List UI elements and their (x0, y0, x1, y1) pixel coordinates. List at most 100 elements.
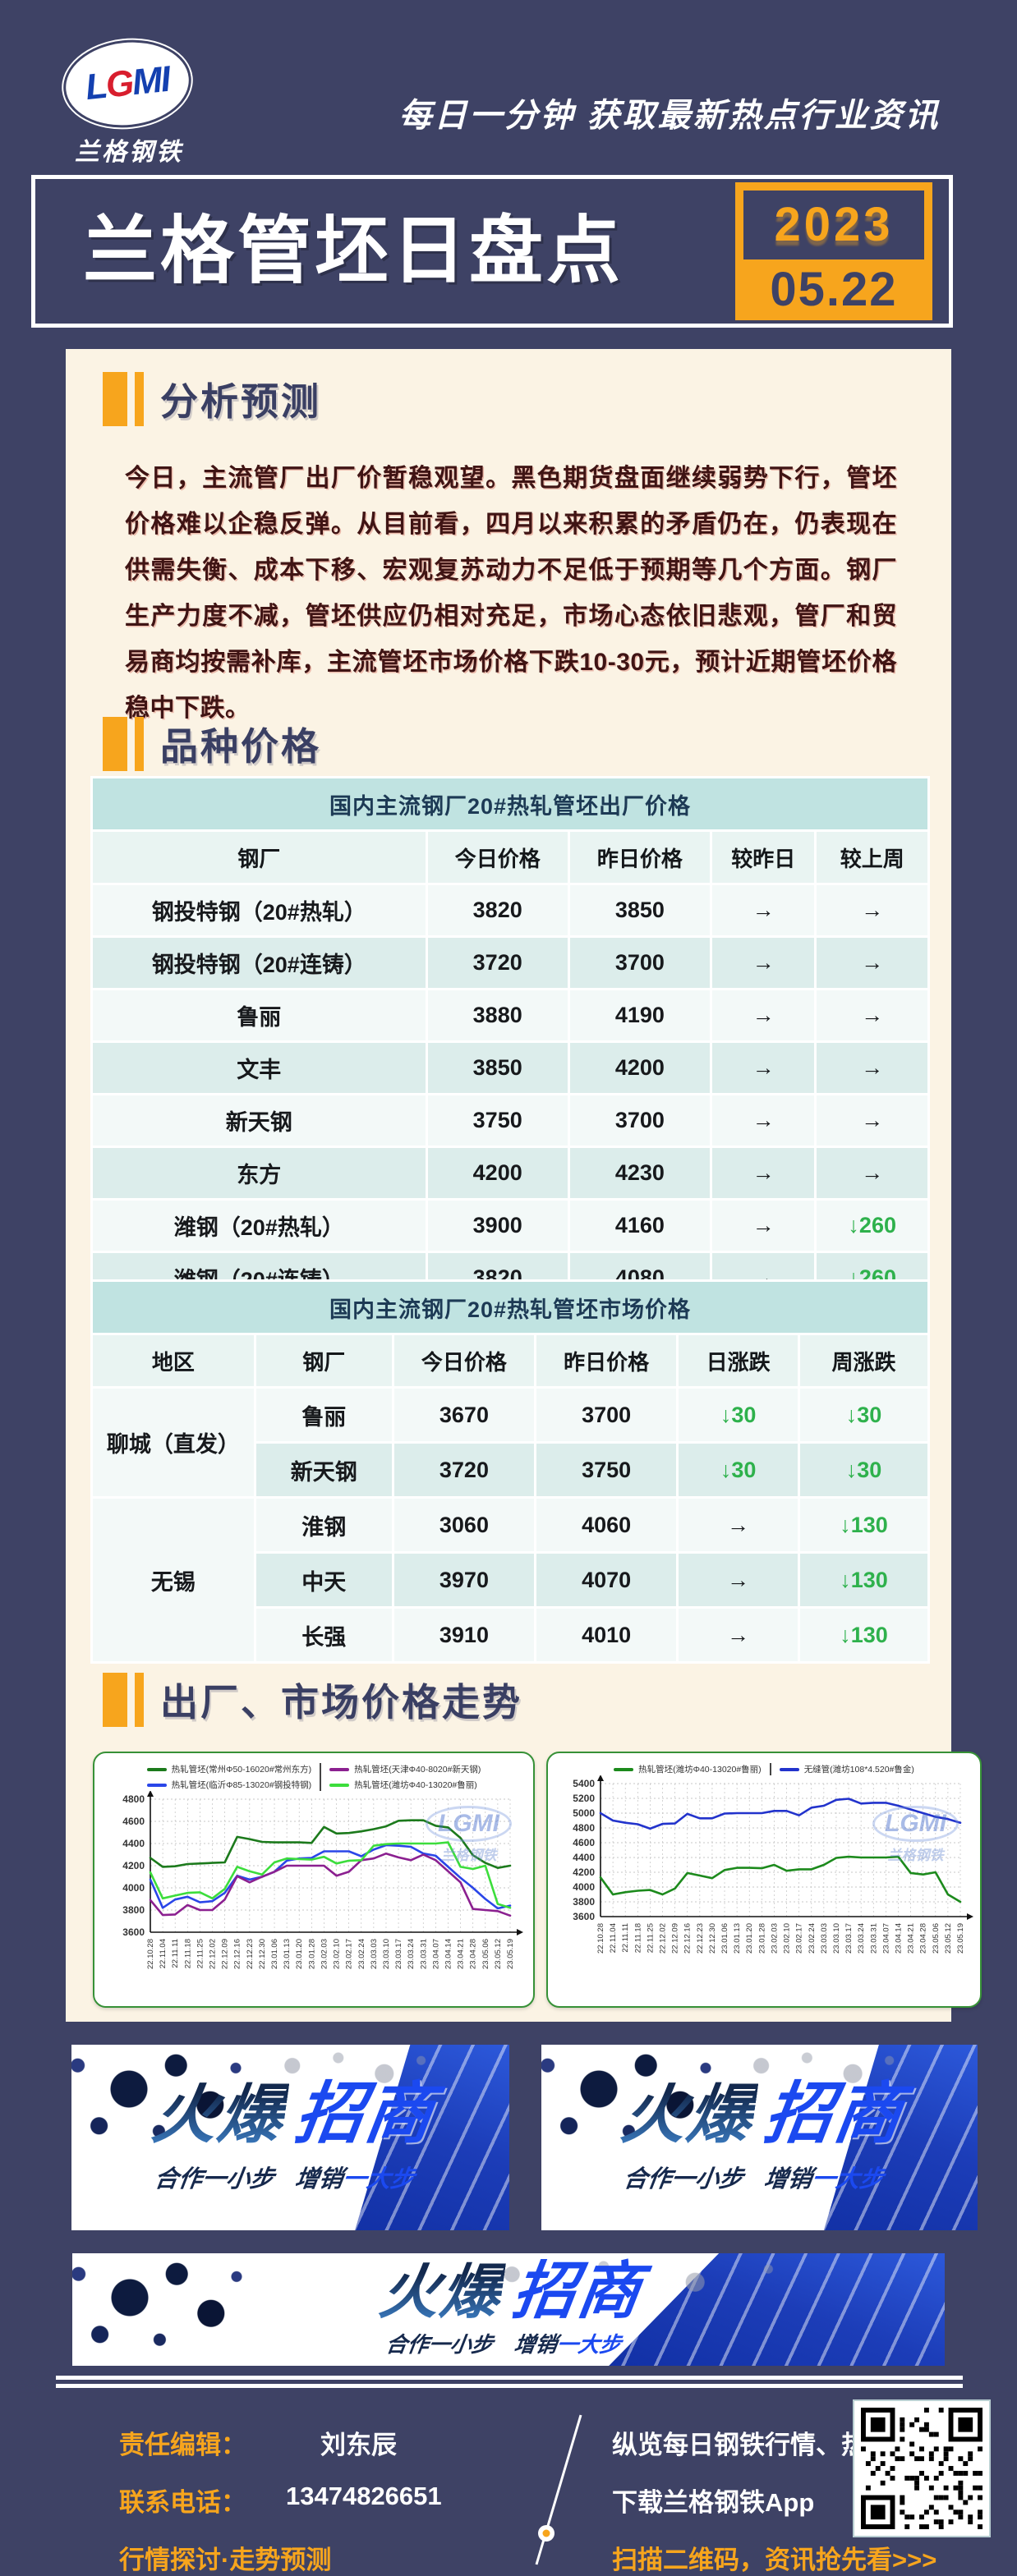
table-cell: 较昨日 (710, 829, 817, 885)
phone-number: 13474826651 (286, 2482, 442, 2510)
section-heading-prices: 品种价格 (103, 717, 321, 771)
svg-text:5000: 5000 (573, 1807, 595, 1819)
svg-text:5200: 5200 (573, 1793, 595, 1804)
svg-text:3600: 3600 (122, 1926, 145, 1938)
factory-price-table: 国内主流钢厂20#热轧管坯出厂价格 钢厂 今日价格 昨日价格 较昨日 较上周 钢投特钢（… (90, 776, 930, 1306)
date-day: 05.22 (770, 263, 898, 316)
table-cell: 3910 (391, 1606, 537, 1664)
svg-text:23.04.14: 23.04.14 (444, 1939, 453, 1969)
svg-text:23.02.17: 23.02.17 (795, 1923, 804, 1954)
table-cell: → (814, 1146, 930, 1201)
legend-item: 热轧管坯(天津Φ40-8020#新天钢) (329, 1763, 481, 1775)
svg-text:4600: 4600 (573, 1837, 595, 1848)
svg-text:23.05.06: 23.05.06 (932, 1923, 941, 1954)
table-cell: 钢投特钢（20#连铸） (90, 935, 428, 990)
svg-text:3800: 3800 (122, 1904, 145, 1916)
svg-text:23.05.12: 23.05.12 (944, 1923, 953, 1954)
table-cell: → (814, 1040, 930, 1095)
section-bars-icon (103, 1673, 144, 1727)
svg-text:22.12.16: 22.12.16 (233, 1939, 242, 1969)
table-title: 国内主流钢厂20#热轧管坯出厂价格 (90, 776, 930, 832)
legend-item: 热轧管坯(临沂Φ85-13020#钢投特钢) (146, 1779, 311, 1791)
svg-text:23.01.06: 23.01.06 (270, 1939, 279, 1969)
table-cell: 今日价格 (391, 1333, 537, 1389)
chart-legend: 热轧管坯(常州Φ50-16020#常州东方) 热轧管坯(临沂Φ85-13020#钢… (98, 1763, 530, 1791)
table-cell: 3670 (391, 1386, 537, 1444)
svg-text:4000: 4000 (122, 1882, 145, 1894)
section-heading-analysis: 分析预测 (103, 372, 321, 426)
ink-splatter-icon (541, 2045, 748, 2168)
table-cell: 3970 (391, 1551, 537, 1609)
svg-text:23.02.17: 23.02.17 (345, 1939, 354, 1969)
section-heading-trend: 出厂、市场价格走势 (103, 1673, 522, 1727)
phone-label: 联系电话： (119, 2488, 246, 2517)
brand-name: 兰格钢铁 (75, 139, 183, 166)
promo-title-2: 招商 (291, 2077, 439, 2151)
svg-text:3600: 3600 (573, 1911, 595, 1922)
svg-text:23.03.31: 23.03.31 (419, 1939, 428, 1969)
table-row: 新天钢 3750 3700 → → (90, 1093, 930, 1148)
table-title: 国内主流钢厂20#热轧管坯市场价格 (90, 1279, 930, 1335)
table-cell: ↓30 (798, 1386, 930, 1444)
promo-subtitle-3: 一大步 (810, 2166, 886, 2193)
table-cell: 钢厂 (253, 1333, 394, 1389)
table-cell: 4010 (534, 1606, 679, 1664)
promo-subtitle-3: 一大步 (341, 2166, 416, 2193)
table-cell: 日涨跌 (676, 1333, 801, 1389)
promo-subtitle-3: 一大步 (555, 2332, 624, 2357)
footer-divider-line (56, 2376, 963, 2380)
logo-letter: G (104, 62, 135, 106)
promo-banner-art: 火爆招商 合作一小步 增销一大步 (71, 2045, 509, 2230)
chart-plot: 3600 3800 4000 4200 4400 4600 4800 22.10.28 22.1… (122, 1791, 523, 1969)
section-title: 品种价格 (160, 725, 321, 768)
svg-text:23.04.14: 23.04.14 (894, 1923, 903, 1954)
table-cell: 4070 (534, 1551, 679, 1609)
svg-text:23.01.28: 23.01.28 (307, 1939, 316, 1969)
table-cell: → (710, 1198, 817, 1253)
table-cell: ↓30 (798, 1441, 930, 1499)
promo-banner-art: 火爆招商 合作一小步 增销一大步 (72, 2253, 945, 2366)
svg-text:23.03.10: 23.03.10 (382, 1939, 391, 1969)
table-row: 聊城（直发） 鲁丽 3670 3700 ↓30 ↓30 (90, 1386, 930, 1499)
svg-text:22.12.23: 22.12.23 (246, 1939, 255, 1969)
page-title: 兰格管坯日盘点 (83, 210, 624, 292)
ink-splatter-icon (72, 2253, 279, 2366)
table-cell: → (710, 988, 817, 1043)
ink-splatter-icon (71, 2045, 278, 2168)
footer-divider-diagonal (535, 2414, 582, 2565)
promo-text-3: 扫描二维码，资讯抢先看>>> (612, 2546, 937, 2574)
svg-text:23.03.03: 23.03.03 (820, 1923, 829, 1954)
table-cell: ↓260 (814, 1198, 930, 1253)
promo-text-block: 火爆招商 合作一小步 增销一大步 (541, 2045, 978, 2230)
table-cell: 4160 (567, 1198, 713, 1253)
table-cell: 3060 (391, 1496, 537, 1554)
table-header-row: 地区 钢厂 今日价格 昨日价格 日涨跌 周涨跌 (90, 1333, 930, 1389)
svg-text:23.01.20: 23.01.20 (745, 1923, 754, 1954)
svg-text:23.04.07: 23.04.07 (881, 1923, 890, 1954)
svg-text:22.11.11: 22.11.11 (621, 1923, 630, 1953)
table-cell: ↓130 (798, 1551, 930, 1609)
svg-text:23.02.10: 23.02.10 (783, 1923, 792, 1954)
table-cell: 新天钢 (253, 1441, 394, 1499)
table-cell: 鲁丽 (253, 1386, 394, 1444)
svg-text:23.01.13: 23.01.13 (283, 1939, 292, 1969)
svg-text:23.05.06: 23.05.06 (481, 1939, 490, 1969)
table-cell: 新天钢 (90, 1093, 428, 1148)
table-cell: 3700 (567, 935, 713, 990)
promo-text-block: 火爆招商 合作一小步 增销一大步 (72, 2253, 945, 2366)
svg-text:23.02.03: 23.02.03 (320, 1939, 329, 1969)
svg-text:23.04.21: 23.04.21 (907, 1923, 916, 1954)
chart-plot: 3600 3800 4000 4200 4400 4600 4800 5000 5200 5400… (573, 1775, 973, 1954)
svg-text:23.05.19: 23.05.19 (506, 1939, 515, 1969)
svg-text:23.02.24: 23.02.24 (357, 1939, 366, 1969)
section-bars-icon (103, 717, 144, 771)
svg-text:22.12.16: 22.12.16 (683, 1923, 693, 1954)
promo-subtitle-2: 增销 (512, 2332, 559, 2357)
table-cell: 钢厂 (90, 829, 428, 885)
table-cell: ↓30 (676, 1386, 801, 1444)
table-cell: 3720 (391, 1441, 537, 1499)
table-cell: → (814, 935, 930, 990)
svg-text:23.02.10: 23.02.10 (333, 1939, 342, 1969)
svg-text:23.04.28: 23.04.28 (469, 1939, 478, 1969)
svg-text:22.12.23: 22.12.23 (696, 1923, 705, 1954)
